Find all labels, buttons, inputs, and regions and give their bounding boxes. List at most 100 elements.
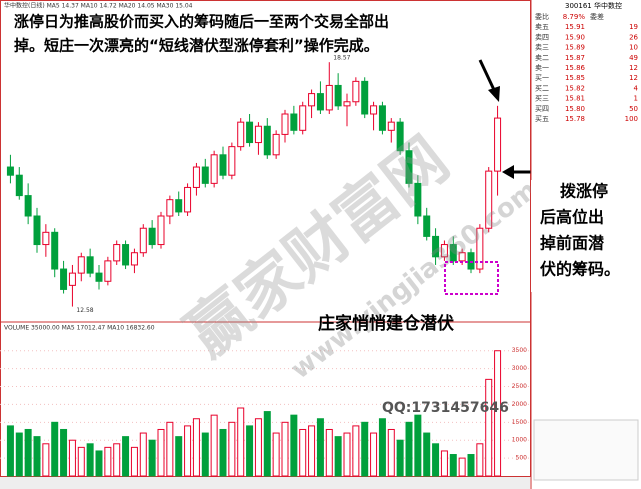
volume-bar [139, 432, 147, 477]
volume-bar [42, 443, 50, 477]
quote-cell: 50 [629, 105, 638, 113]
candle-body [210, 154, 218, 184]
candle-body [6, 166, 14, 176]
candle-body [201, 166, 209, 184]
quote-cell: 15.81 [565, 95, 585, 103]
candle-body [104, 260, 112, 282]
volume-bar [485, 378, 493, 477]
volume-bar [352, 425, 360, 477]
candle-body [60, 268, 68, 290]
volume-bar [325, 428, 333, 477]
quote-cell: 15.80 [565, 105, 585, 113]
volume-bar [86, 443, 94, 477]
candle-body [95, 272, 103, 282]
candle-body [432, 235, 440, 258]
quote-cell: 卖三 [535, 44, 549, 52]
volume-bar [77, 446, 85, 477]
annotation-top-1: 涨停日为推高股价而买入的筹码随后一至两个交易全部出 [14, 13, 389, 31]
candle-body [325, 84, 333, 111]
candle-body [33, 215, 41, 246]
quote-cell: 15.82 [565, 84, 585, 92]
volume-bar [219, 428, 227, 477]
volume-bar [308, 425, 316, 477]
quote-cell: 买三 [535, 95, 549, 103]
quote-cell: 15.78 [565, 115, 585, 123]
y-tick-label: 500 [516, 455, 528, 462]
quote-cell: 15.85 [565, 74, 585, 82]
volume-bar [15, 432, 23, 477]
candle-body [361, 80, 369, 115]
annotation-right-1: 拨涨停 [560, 182, 608, 201]
volume-bar [228, 421, 236, 477]
quote-cell: 15.90 [565, 33, 585, 41]
candle-body [254, 125, 262, 144]
volume-bar [423, 432, 431, 477]
quote-cell: 10 [629, 44, 638, 52]
quote-cell: 卖五 [535, 23, 549, 31]
arrow-head [502, 165, 514, 179]
volume-bar [254, 418, 262, 477]
quote-cell: 49 [629, 54, 638, 62]
price-legend: 华中数控(日线) MA5 14.37 MA10 14.72 MA20 14.05… [4, 2, 193, 10]
candle-body [148, 227, 156, 246]
quote-cell: 4 [634, 84, 639, 92]
candle-body [42, 231, 50, 246]
volume-bar [343, 432, 351, 477]
chart-frame [0, 0, 531, 477]
candle-body [343, 101, 351, 107]
candle-body [24, 195, 32, 217]
candle-body [237, 121, 245, 148]
candle-body [86, 256, 94, 274]
candle-body [246, 121, 254, 144]
candle-body [352, 80, 360, 103]
quote-cell: 委差 [590, 12, 604, 21]
mini-chart [533, 419, 639, 481]
volume-bar [476, 443, 484, 477]
volume-bar [405, 421, 413, 477]
quote-cell: 12 [629, 64, 638, 72]
quote-cell: 19 [629, 23, 638, 31]
volume-bar [210, 414, 218, 477]
volume-bar [316, 418, 324, 477]
candle-body [228, 146, 236, 176]
volume-bar [68, 439, 76, 477]
volume-bar [166, 421, 174, 477]
candle-body [316, 93, 324, 111]
volume-bar [467, 454, 475, 477]
annotation-right-2: 后高位出 [540, 208, 604, 227]
candle-body [440, 244, 448, 258]
volume-bar [6, 425, 14, 477]
volume-bar [440, 450, 448, 477]
high-label: 18.57 [333, 55, 350, 62]
volume-bar [334, 436, 342, 477]
candle-body [414, 182, 422, 217]
volume-legend: VOLUME 35000.00 MA5 17012.47 MA10 16832.… [4, 325, 155, 332]
candle-body [166, 199, 174, 217]
y-tick-label: 1000 [512, 437, 527, 444]
y-tick-label: 1500 [512, 419, 527, 426]
quote-cell: 15.87 [565, 54, 585, 62]
candle-body [396, 121, 404, 152]
volume-bar [192, 418, 200, 477]
quote-cell: 26 [629, 33, 638, 41]
quote-cell: 买二 [535, 84, 549, 92]
quote-cell: 卖四 [535, 33, 549, 41]
candle-body [219, 154, 227, 176]
candle-body [122, 244, 130, 266]
volume-bar [130, 446, 138, 477]
volume-bar [378, 418, 386, 477]
quote-cell: 12 [629, 74, 638, 82]
quote-cell: 100 [625, 115, 638, 123]
y-tick-label: 2500 [512, 383, 527, 390]
volume-bar [494, 350, 502, 477]
quote-cell: 15.91 [565, 23, 585, 31]
volume-bar [396, 439, 404, 477]
y-tick-label: 3000 [512, 365, 527, 372]
volume-bar [263, 411, 271, 477]
volume-bar [458, 457, 466, 477]
highlight-box [444, 261, 499, 295]
candle-body [51, 231, 59, 270]
candle-body [423, 215, 431, 237]
candle-body [476, 227, 484, 270]
quote-cell: 15.86 [565, 64, 586, 72]
